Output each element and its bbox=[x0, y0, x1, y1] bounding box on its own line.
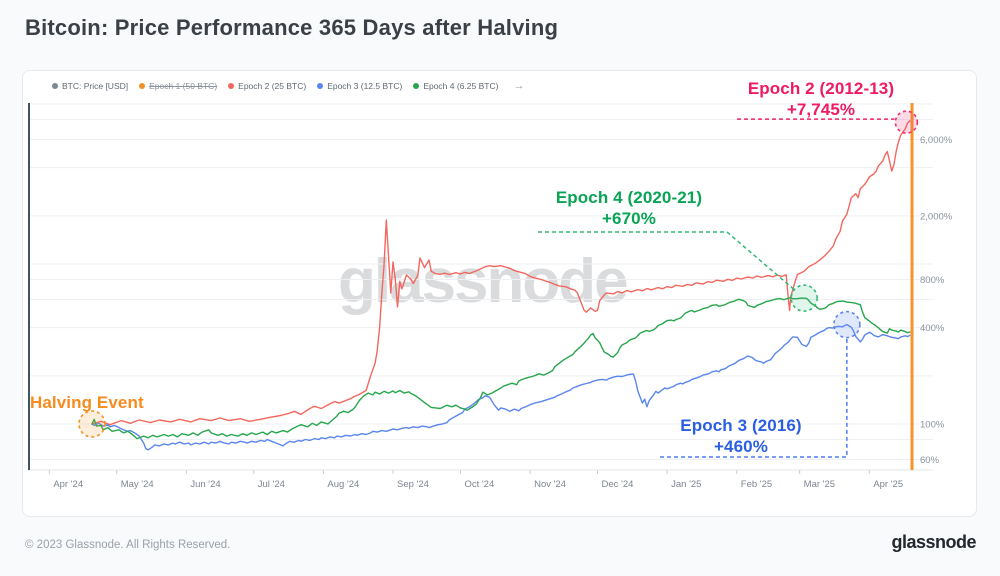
annotation-halving-event: Halving Event bbox=[30, 393, 144, 412]
legend-item-epoch-3-12-5-btc-[interactable]: Epoch 3 (12.5 BTC) bbox=[317, 81, 402, 91]
legend-item-epoch-2-25-btc-[interactable]: Epoch 2 (25 BTC) bbox=[228, 81, 306, 91]
legend-label: Epoch 4 (6.25 BTC) bbox=[423, 81, 499, 91]
copyright-text: © 2023 Glassnode. All Rights Reserved. bbox=[25, 539, 231, 551]
legend-dot-icon bbox=[52, 83, 58, 89]
series-line-epoch-2-25-btc- bbox=[91, 120, 911, 426]
epoch4-pointer-line bbox=[538, 231, 795, 291]
x-axis-label: Jan '25 bbox=[671, 479, 701, 490]
legend-label: Epoch 1 (50 BTC) bbox=[149, 81, 218, 91]
legend-item-epoch-4-6-25-btc-[interactable]: Epoch 4 (6.25 BTC) bbox=[413, 81, 498, 91]
glassnode-watermark: glassnode bbox=[338, 251, 629, 313]
y-axis-label: 400% bbox=[920, 323, 945, 334]
x-axis-label: Apr '25 bbox=[873, 479, 903, 490]
epoch4-marker-circle bbox=[790, 284, 818, 312]
x-axis-label: Oct '24 bbox=[464, 479, 494, 490]
y-axis-label: 2,000% bbox=[920, 211, 953, 222]
y-axis-label: 60% bbox=[920, 455, 940, 466]
x-axis-label: Mar '25 bbox=[804, 479, 835, 490]
annotation-epoch2: Epoch 2 (2012-13) +7,745% bbox=[726, 78, 916, 120]
x-axis-label: Sep '24 bbox=[397, 479, 429, 490]
x-axis-label: Aug '24 bbox=[327, 479, 359, 490]
legend-dot-icon bbox=[317, 83, 324, 89]
legend-scroll-arrow-icon[interactable]: → bbox=[513, 80, 525, 92]
legend-dot-icon bbox=[228, 83, 235, 89]
annotation-epoch2-title: Epoch 2 (2012-13) bbox=[747, 79, 895, 98]
annotation-epoch3: Epoch 3 (2016) +460% bbox=[646, 415, 836, 457]
annotation-epoch2-value: +7,745% bbox=[786, 100, 856, 119]
annotation-epoch3-value: +460% bbox=[714, 437, 768, 456]
x-axis-label: Feb '25 bbox=[741, 479, 772, 490]
x-axis-label: Jul '24 bbox=[258, 479, 285, 490]
legend-label: Epoch 2 (25 BTC) bbox=[238, 81, 307, 91]
chart-legend: BTC: Price [USD] Epoch 1 (50 BTC) Epoch 2 … bbox=[52, 80, 524, 92]
annotation-epoch3-title: Epoch 3 (2016) bbox=[680, 416, 802, 435]
series-line-epoch-4-6-25-btc- bbox=[91, 297, 911, 440]
legend-dot-icon bbox=[413, 83, 420, 89]
epoch3-pointer-line bbox=[660, 337, 848, 458]
epoch3-marker-circle bbox=[833, 310, 861, 339]
series-line-epoch-3-12-5-btc- bbox=[91, 323, 911, 451]
legend-label: BTC: Price [USD] bbox=[62, 81, 129, 91]
epoch2-end-marker-circle bbox=[894, 110, 919, 134]
legend-item-btc-price-usd-[interactable]: BTC: Price [USD] bbox=[52, 81, 128, 91]
annotation-epoch4-title: Epoch 4 (2020-21) bbox=[555, 188, 703, 207]
y-axis-label: 800% bbox=[920, 275, 945, 286]
x-axis-label: May '24 bbox=[121, 479, 154, 490]
glassnode-logo: glassnode bbox=[891, 532, 976, 552]
legend-item-epoch-1-50-btc-[interactable]: Epoch 1 (50 BTC) bbox=[139, 81, 217, 91]
legend-dot-icon bbox=[139, 83, 146, 89]
x-axis-label: Apr '24 bbox=[53, 479, 83, 490]
page-title: Bitcoin: Price Performance 365 Days afte… bbox=[25, 15, 559, 40]
y-axis-label: 100% bbox=[920, 420, 945, 431]
annotation-epoch4: Epoch 4 (2020-21) +670% bbox=[534, 187, 724, 229]
x-axis-label: Dec '24 bbox=[601, 479, 633, 490]
halving-event-marker-circle bbox=[78, 410, 106, 438]
legend-label: Epoch 3 (12.5 BTC) bbox=[327, 81, 403, 91]
y-axis-label: 6,000% bbox=[920, 135, 953, 146]
annotation-epoch4-value: +670% bbox=[602, 209, 656, 228]
x-axis-label: Nov '24 bbox=[534, 479, 566, 490]
x-axis-label: Jun '24 bbox=[190, 479, 220, 490]
